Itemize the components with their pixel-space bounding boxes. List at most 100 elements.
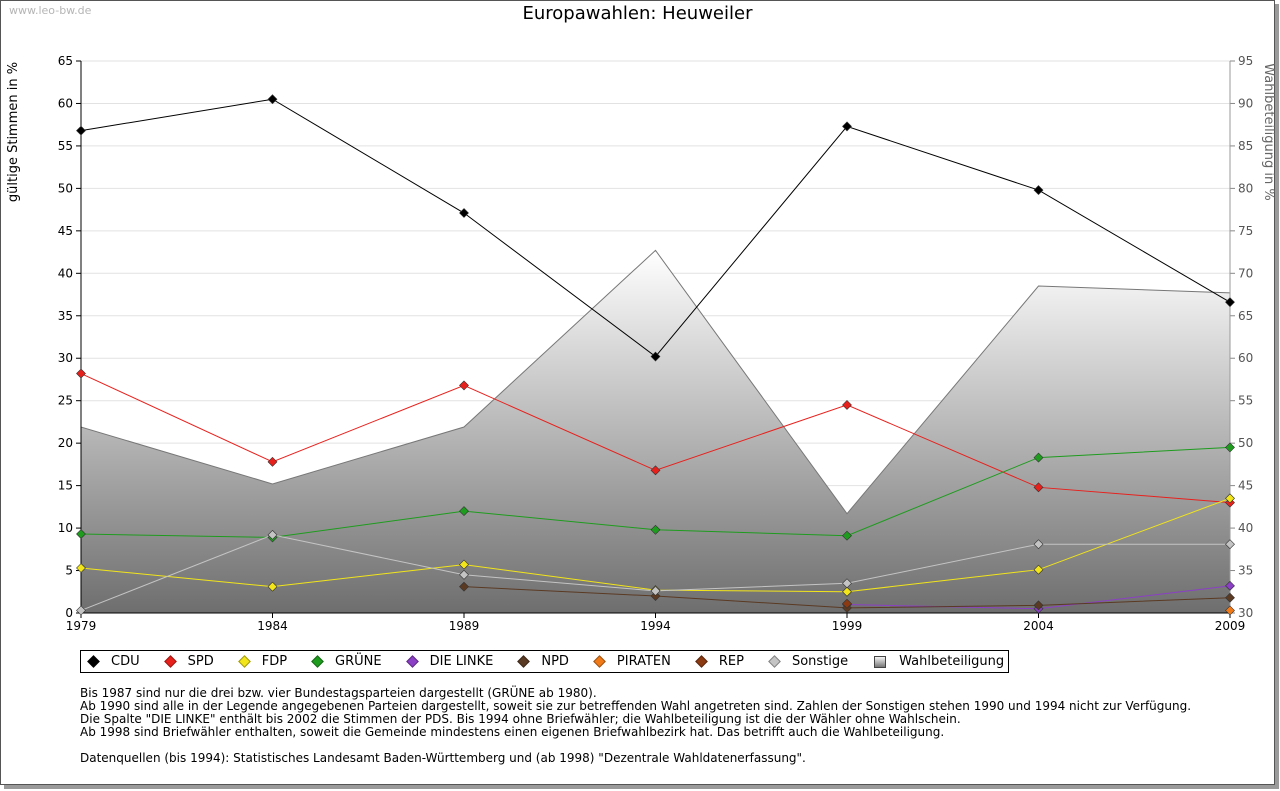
data-point-gruene bbox=[842, 530, 852, 541]
y-right-tick-label: 90 bbox=[1238, 96, 1253, 110]
legend-item: SPD bbox=[163, 654, 214, 669]
legend-item: CDU bbox=[87, 654, 140, 669]
chart-legend: CDU SPD FDP GRÜNE DIE LINKE NPD PIRATEN REP Sons… bbox=[80, 650, 1010, 673]
legend-area-swatch bbox=[874, 655, 887, 668]
y-tick-label: 5 bbox=[65, 564, 73, 578]
data-point-spd bbox=[1033, 482, 1044, 493]
data-point-spd bbox=[459, 380, 469, 391]
y-tick-label: 20 bbox=[58, 436, 73, 450]
y-tick-label: 40 bbox=[58, 266, 73, 280]
y-right-tick-label: 45 bbox=[1238, 479, 1253, 493]
x-tick-label: 1989 bbox=[449, 619, 480, 633]
legend-label: NPD bbox=[541, 654, 569, 669]
data-point-cdu bbox=[267, 94, 278, 105]
data-point-cdu bbox=[842, 121, 852, 132]
note-line: Die Spalte "DIE LINKE" enthält bis 2002 … bbox=[80, 712, 961, 726]
source-note: Datenquellen (bis 1994): Statistisches L… bbox=[80, 751, 806, 765]
data-point-cdu bbox=[76, 125, 86, 136]
legend-label: SPD bbox=[187, 654, 214, 669]
data-point-fdp bbox=[842, 586, 852, 597]
data-point-sonstige bbox=[459, 569, 469, 580]
y-axis-title: gültige Stimmen in % bbox=[6, 62, 21, 202]
x-tick-label: 1979 bbox=[66, 619, 97, 633]
y-tick-label: 35 bbox=[58, 309, 73, 323]
data-point-fdp bbox=[267, 581, 278, 592]
y-right-tick-label: 95 bbox=[1238, 54, 1253, 68]
y-right-tick-label: 30 bbox=[1238, 606, 1253, 620]
y-right-tick-label: 35 bbox=[1238, 564, 1253, 578]
data-point-spd bbox=[76, 368, 86, 379]
y-tick-label: 10 bbox=[58, 521, 73, 535]
legend-item: FDP bbox=[237, 654, 288, 669]
y-right-tick-label: 60 bbox=[1238, 351, 1253, 365]
legend-marker bbox=[237, 655, 251, 668]
data-point-cdu bbox=[1033, 185, 1044, 196]
data-point-fdp bbox=[459, 559, 469, 570]
legend-item: DIE LINKE bbox=[405, 654, 494, 669]
y-tick-label: 55 bbox=[58, 139, 73, 153]
data-point-fdp bbox=[76, 563, 86, 573]
y-right-tick-label: 40 bbox=[1238, 521, 1253, 535]
y-tick-label: 50 bbox=[58, 181, 73, 195]
data-point-spd bbox=[650, 465, 661, 476]
chart-title: Europawahlen: Heuweiler bbox=[522, 3, 753, 24]
legend-label: PIRATEN bbox=[616, 654, 671, 669]
legend-item: GRÜNE bbox=[311, 654, 382, 669]
data-point-npd bbox=[459, 581, 469, 592]
data-point-sonstige bbox=[267, 529, 278, 540]
legend-label: CDU bbox=[111, 654, 140, 669]
y-tick-label: 45 bbox=[58, 224, 73, 238]
y-right-tick-label: 50 bbox=[1238, 436, 1253, 450]
data-point-gruene bbox=[459, 506, 469, 517]
legend-item: PIRATEN bbox=[593, 654, 671, 669]
note-line: Ab 1998 sind Briefwähler enthalten, sowe… bbox=[80, 725, 945, 739]
data-point-fdp bbox=[1033, 564, 1044, 575]
legend-marker bbox=[311, 655, 324, 668]
y-right-tick-label: 65 bbox=[1238, 309, 1253, 323]
legend-marker bbox=[163, 655, 177, 668]
legend-marker bbox=[768, 655, 781, 668]
data-point-gruene bbox=[1225, 442, 1235, 453]
data-point-npd bbox=[1033, 600, 1044, 611]
data-point-sonstige bbox=[1033, 539, 1044, 550]
legend-label: DIE LINKE bbox=[429, 654, 494, 669]
y-right-tick-label: 75 bbox=[1238, 224, 1253, 238]
note-line: Bis 1987 sind nur die drei bzw. vier Bun… bbox=[80, 686, 597, 700]
x-tick-label: 1984 bbox=[257, 619, 288, 633]
data-point-npd bbox=[650, 591, 661, 601]
data-point-rep bbox=[842, 598, 852, 609]
legend-marker bbox=[695, 655, 708, 668]
data-point-gruene bbox=[1033, 452, 1044, 463]
legend-item: REP bbox=[695, 654, 744, 669]
legend-marker bbox=[405, 655, 419, 668]
data-point-sonstige bbox=[650, 585, 661, 596]
y-right-tick-label: 85 bbox=[1238, 139, 1253, 153]
legend-item: NPD bbox=[517, 654, 569, 669]
y-tick-label: 0 bbox=[65, 606, 73, 620]
y-tick-label: 60 bbox=[58, 96, 73, 110]
data-point-cdu bbox=[459, 208, 469, 218]
x-tick-label: 1999 bbox=[832, 619, 863, 633]
watermark: www.leo-bw.de bbox=[9, 4, 92, 17]
x-tick-label: 2004 bbox=[1023, 619, 1054, 633]
legend-label: FDP bbox=[261, 654, 288, 669]
data-point-cdu bbox=[1225, 297, 1235, 308]
legend-label: Sonstige bbox=[791, 654, 849, 669]
y-tick-label: 65 bbox=[58, 54, 73, 68]
legend-marker bbox=[593, 655, 606, 668]
legend-label: REP bbox=[718, 654, 744, 669]
y-right-tick-label: 55 bbox=[1238, 394, 1253, 408]
data-point-npd bbox=[1225, 592, 1235, 603]
data-point-piraten bbox=[1225, 605, 1235, 616]
note-line: Ab 1990 sind alle in der Legende angegeb… bbox=[80, 699, 1192, 713]
y-tick-label: 25 bbox=[58, 394, 73, 408]
y-right-tick-label: 70 bbox=[1238, 266, 1253, 280]
legend-label: Wahlbeteiligung bbox=[899, 654, 1005, 669]
y-tick-label: 30 bbox=[58, 351, 73, 365]
y-axis-title-right: Wahlbeteiligung in % bbox=[1261, 63, 1276, 200]
chart-notes: Bis 1987 sind nur die drei bzw. vier Bun… bbox=[80, 687, 1191, 765]
data-point-sonstige bbox=[76, 605, 86, 616]
data-point-spd bbox=[267, 456, 278, 467]
data-point-die-linke bbox=[1225, 580, 1235, 591]
x-tick-label: 2009 bbox=[1215, 619, 1246, 633]
